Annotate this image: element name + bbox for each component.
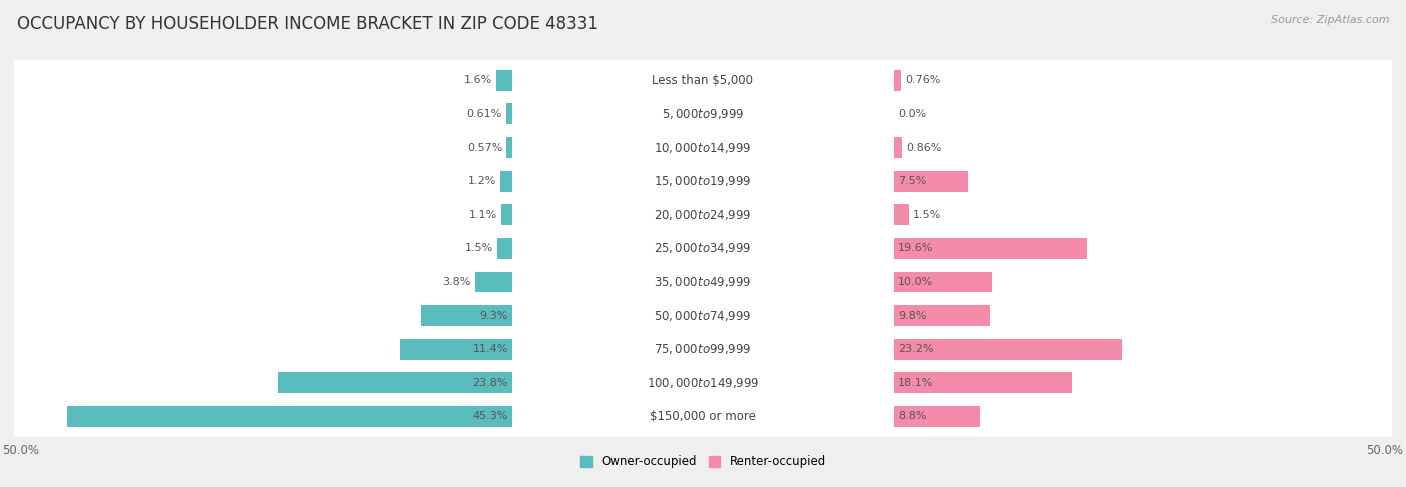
Text: Less than $5,000: Less than $5,000 (652, 74, 754, 87)
Legend: Owner-occupied, Renter-occupied: Owner-occupied, Renter-occupied (579, 455, 827, 468)
Bar (894, 137, 903, 158)
Text: 23.2%: 23.2% (898, 344, 934, 354)
Text: 0.76%: 0.76% (905, 75, 941, 85)
Bar (894, 70, 901, 91)
Text: $25,000 to $34,999: $25,000 to $34,999 (654, 242, 752, 255)
FancyBboxPatch shape (13, 329, 1393, 369)
Text: 0.0%: 0.0% (898, 109, 927, 119)
FancyBboxPatch shape (13, 128, 1393, 168)
Text: 10.0%: 10.0% (898, 277, 934, 287)
Text: $50,000 to $74,999: $50,000 to $74,999 (654, 309, 752, 322)
Text: OCCUPANCY BY HOUSEHOLDER INCOME BRACKET IN ZIP CODE 48331: OCCUPANCY BY HOUSEHOLDER INCOME BRACKET … (17, 15, 598, 33)
Bar (894, 171, 967, 191)
FancyBboxPatch shape (13, 363, 1393, 403)
Text: 0.57%: 0.57% (467, 143, 502, 152)
Text: $75,000 to $99,999: $75,000 to $99,999 (654, 342, 752, 356)
Bar (894, 339, 1122, 359)
FancyBboxPatch shape (13, 94, 1393, 134)
FancyBboxPatch shape (13, 396, 1393, 437)
Bar (496, 70, 512, 91)
Text: 0.61%: 0.61% (467, 109, 502, 119)
FancyBboxPatch shape (13, 296, 1393, 336)
Text: 3.8%: 3.8% (443, 277, 471, 287)
Text: $10,000 to $14,999: $10,000 to $14,999 (654, 141, 752, 154)
Text: 1.6%: 1.6% (464, 75, 492, 85)
Bar (475, 272, 512, 292)
FancyBboxPatch shape (13, 161, 1393, 201)
Text: 1.5%: 1.5% (912, 210, 941, 220)
Bar (498, 238, 512, 259)
Text: 45.3%: 45.3% (472, 412, 508, 421)
Bar (894, 272, 993, 292)
Text: $20,000 to $24,999: $20,000 to $24,999 (654, 208, 752, 222)
Bar (67, 406, 512, 427)
Bar (501, 171, 512, 191)
Text: $15,000 to $19,999: $15,000 to $19,999 (654, 174, 752, 188)
Bar (401, 339, 512, 359)
Bar (894, 305, 990, 326)
Text: 11.4%: 11.4% (472, 344, 508, 354)
Bar (501, 205, 512, 225)
Text: 0.86%: 0.86% (907, 143, 942, 152)
FancyBboxPatch shape (13, 228, 1393, 268)
Text: 18.1%: 18.1% (898, 378, 934, 388)
Text: Source: ZipAtlas.com: Source: ZipAtlas.com (1271, 15, 1389, 25)
FancyBboxPatch shape (13, 262, 1393, 302)
Text: 1.5%: 1.5% (465, 244, 494, 253)
Bar (894, 406, 980, 427)
Text: $100,000 to $149,999: $100,000 to $149,999 (647, 376, 759, 390)
Text: 1.2%: 1.2% (468, 176, 496, 186)
Text: 8.8%: 8.8% (898, 412, 927, 421)
Bar (894, 205, 908, 225)
Text: 1.1%: 1.1% (468, 210, 498, 220)
Bar (506, 103, 512, 124)
Text: $150,000 or more: $150,000 or more (650, 410, 756, 423)
Bar (506, 137, 512, 158)
Text: $5,000 to $9,999: $5,000 to $9,999 (662, 107, 744, 121)
Bar (420, 305, 512, 326)
Text: 23.8%: 23.8% (472, 378, 508, 388)
Bar (894, 238, 1087, 259)
FancyBboxPatch shape (13, 60, 1393, 100)
Text: 9.3%: 9.3% (479, 311, 508, 320)
Text: 19.6%: 19.6% (898, 244, 934, 253)
FancyBboxPatch shape (13, 195, 1393, 235)
Text: $35,000 to $49,999: $35,000 to $49,999 (654, 275, 752, 289)
Text: 9.8%: 9.8% (898, 311, 927, 320)
Bar (894, 373, 1071, 393)
Text: 7.5%: 7.5% (898, 176, 927, 186)
Bar (278, 373, 512, 393)
